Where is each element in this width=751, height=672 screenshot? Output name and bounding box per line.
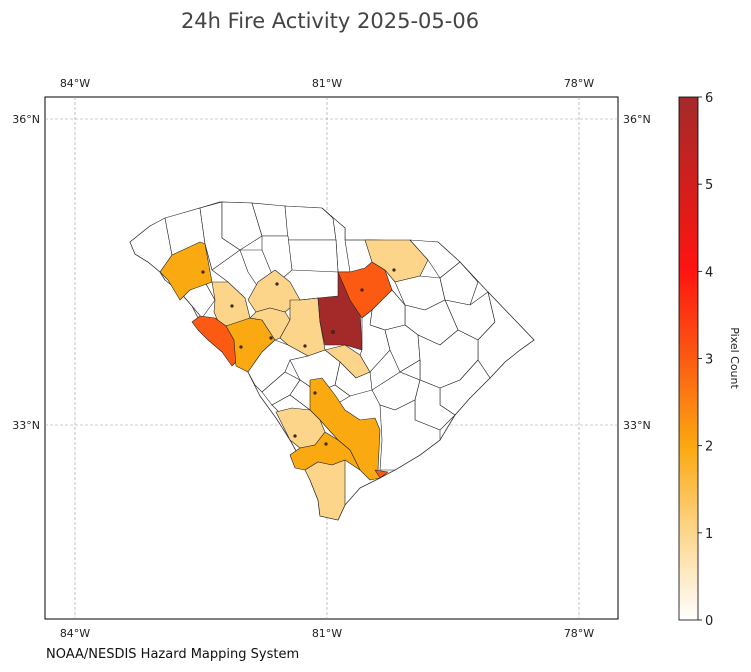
fire-points: [201, 268, 396, 446]
fire-point: [239, 345, 243, 349]
lat-tick-right-1: 33°N: [623, 419, 651, 432]
colorbar-tick-label: 5: [705, 178, 713, 193]
county-chester: [287, 239, 339, 273]
map-title: 24h Fire Activity 2025-05-06: [181, 9, 479, 33]
county-kershaw-fire: [337, 261, 393, 319]
lon-tick-top-0: 84°W: [60, 77, 90, 90]
lon-tick-bottom-1: 81°W: [312, 627, 342, 640]
colorbar-scale: [678, 96, 699, 621]
fire-point: [201, 270, 205, 274]
fire-point: [392, 268, 396, 272]
lon-tick-top-1: 81°W: [312, 77, 342, 90]
fire-point: [313, 391, 317, 395]
county-spartanburg: [221, 201, 263, 251]
fire-point: [324, 442, 328, 446]
fire-point: [230, 304, 234, 308]
county-dillon: [439, 261, 479, 306]
colorbar-tick-label: 2: [705, 440, 713, 455]
lat-tick-left-1: 33°N: [12, 419, 40, 432]
colorbar-tick-label: 6: [705, 91, 713, 106]
colorbar: 0 1 2 3 4 5 6 Pixel Count: [678, 91, 741, 629]
lat-tick-right-0: 36°N: [623, 113, 651, 126]
fire-point: [360, 288, 364, 292]
fire-point: [269, 336, 273, 340]
colorbar-ticks: 0 1 2 3 4 5 6: [698, 91, 713, 629]
lon-tick-bottom-0: 84°W: [60, 627, 90, 640]
county-charleston: [379, 399, 441, 471]
lon-tick-bottom-2: 78°W: [564, 627, 594, 640]
county-coastal-fire: [374, 469, 389, 479]
colorbar-tick-label: 0: [705, 614, 713, 629]
data-credit: NOAA/NESDIS Hazard Mapping System: [46, 647, 300, 662]
fire-point: [303, 344, 307, 348]
county-berkeley: [399, 359, 456, 431]
colorbar-tick-label: 3: [705, 353, 713, 368]
colorbar-tick-label: 1: [705, 527, 713, 542]
colorbar-tick-label: 4: [705, 265, 713, 280]
colorbar-label: Pixel Count: [728, 327, 741, 389]
lon-tick-top-2: 78°W: [564, 77, 594, 90]
fire-point: [293, 434, 297, 438]
fire-point: [275, 282, 279, 286]
fire-point: [331, 330, 335, 334]
county-layer: [129, 201, 535, 521]
county-beaufort-fire: [304, 459, 346, 521]
county-aiken: [247, 339, 309, 393]
lat-tick-left-0: 36°N: [12, 113, 40, 126]
